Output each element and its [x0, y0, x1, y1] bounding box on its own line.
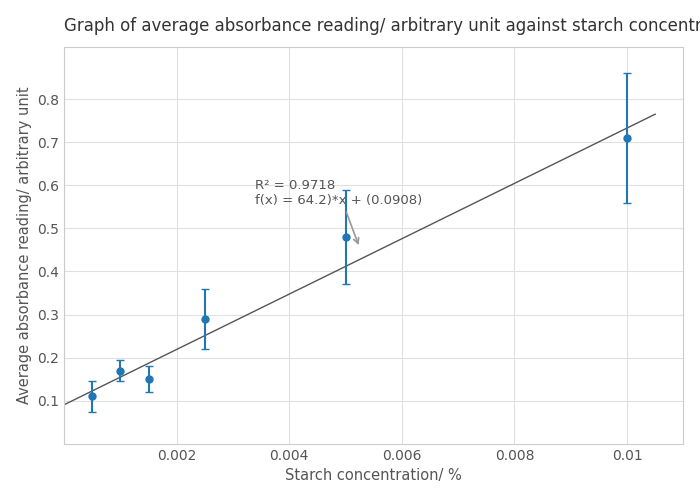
- Text: Graph of average absorbance reading/ arbitrary unit against starch concentration: Graph of average absorbance reading/ arb…: [64, 16, 700, 34]
- Text: R² = 0.9718
f(x) = 64.2)*x + (0.0908): R² = 0.9718 f(x) = 64.2)*x + (0.0908): [256, 179, 423, 244]
- Y-axis label: Average absorbance reading/ arbitrary unit: Average absorbance reading/ arbitrary un…: [17, 87, 32, 404]
- X-axis label: Starch concentration/ %: Starch concentration/ %: [286, 468, 462, 483]
